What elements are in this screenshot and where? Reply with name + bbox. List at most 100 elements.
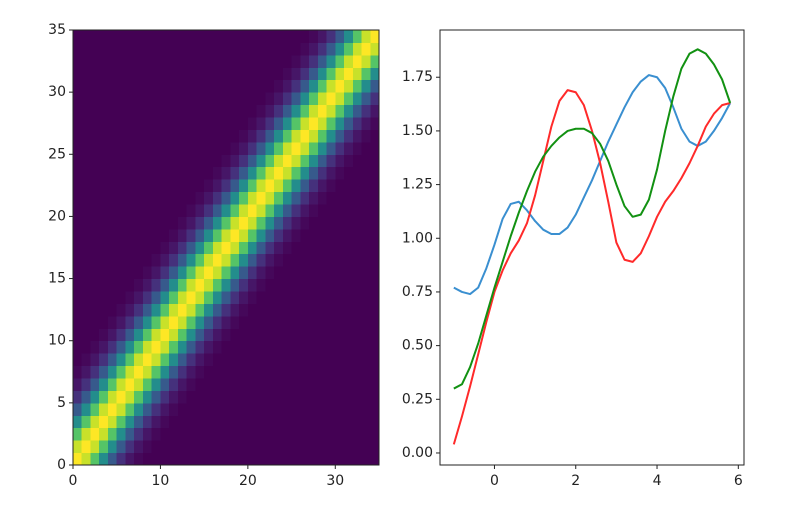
heatmap-cell <box>151 154 161 168</box>
heatmap-cell <box>134 92 144 106</box>
heatmap-cell <box>230 415 240 429</box>
heatmap-cell <box>186 241 196 255</box>
heatmap-cell <box>370 67 380 81</box>
heatmap-cell <box>344 253 354 267</box>
heatmap-cell <box>344 353 354 367</box>
heatmap-cell <box>326 353 336 367</box>
heatmap-cell <box>221 241 231 255</box>
heatmap-cell <box>107 328 118 342</box>
heatmap-cell <box>265 92 275 106</box>
heatmap-cell <box>134 54 144 68</box>
heatmap-cell <box>352 141 363 155</box>
heatmap-cell <box>81 117 91 130</box>
heatmap-cell <box>107 141 118 155</box>
heatmap-cell <box>116 67 126 81</box>
heatmap-cell <box>326 42 336 56</box>
heatmap-cell <box>134 315 144 329</box>
x-tick-label: 4 <box>653 473 662 489</box>
heatmap-cell <box>116 191 126 205</box>
heatmap-cell <box>239 216 249 230</box>
heatmap-cell <box>160 42 170 56</box>
heatmap-cell <box>169 54 179 68</box>
heatmap-cell <box>370 266 380 280</box>
heatmap-cell <box>195 67 205 81</box>
heatmap-cell <box>90 129 100 143</box>
heatmap-cell <box>370 179 380 193</box>
heatmap-cell <box>177 179 188 193</box>
heatmap-cell <box>256 303 266 317</box>
heatmap-cell <box>352 30 363 43</box>
heatmap-cell <box>300 228 310 242</box>
heatmap-cell <box>186 353 196 367</box>
heatmap-cell <box>282 204 293 217</box>
heatmap-cell <box>81 365 91 379</box>
heatmap-cell <box>291 315 301 329</box>
heatmap-cell <box>90 154 100 168</box>
heatmap-cell <box>169 415 179 429</box>
heatmap-cell <box>256 241 266 255</box>
heatmap-cell <box>160 328 170 342</box>
line-series <box>452 89 731 445</box>
heatmap-cell <box>309 166 319 180</box>
heatmap-cell <box>361 154 371 168</box>
y-tick-label: 20 <box>48 208 66 224</box>
heatmap-cell <box>247 315 258 329</box>
heatmap-cell <box>90 30 100 43</box>
heatmap-cell <box>169 278 179 292</box>
heatmap-cell <box>221 266 231 280</box>
heatmap-cell <box>291 452 301 466</box>
heatmap-cell <box>125 42 135 56</box>
heatmap-cell <box>186 365 196 379</box>
heatmap-cell <box>221 328 231 342</box>
heatmap-cell <box>361 179 371 193</box>
heatmap-cell <box>256 291 266 304</box>
heatmap-cell <box>73 415 83 429</box>
heatmap-cell <box>116 328 126 342</box>
heatmap-cell <box>230 228 240 242</box>
heatmap-cell <box>221 378 231 391</box>
heatmap-cell <box>291 440 301 454</box>
heatmap-cell <box>142 253 153 267</box>
heatmap-cell <box>309 54 319 68</box>
heatmap-cell <box>361 452 371 466</box>
heatmap-cell <box>344 241 354 255</box>
heatmap-cell <box>317 141 328 155</box>
heatmap-cell <box>361 390 371 404</box>
heatmap-cell <box>204 378 214 391</box>
heatmap-cell <box>282 241 293 255</box>
heatmap-cell <box>326 154 336 168</box>
heatmap-cell <box>335 241 345 255</box>
heatmap-cell <box>81 315 91 329</box>
heatmap-cell <box>344 117 354 130</box>
heatmap-cell <box>239 452 249 466</box>
heatmap-cell <box>186 216 196 230</box>
heatmap-cell <box>352 241 363 255</box>
heatmap-cell <box>177 54 188 68</box>
heatmap-cell <box>107 303 118 317</box>
heatmap-cell <box>134 204 144 217</box>
heatmap-cell <box>151 452 161 466</box>
heatmap-cell <box>282 191 293 205</box>
heatmap-cell <box>116 241 126 255</box>
heatmap-cell <box>160 141 170 155</box>
heatmap-cell <box>151 315 161 329</box>
heatmap-cell <box>177 154 188 168</box>
heatmap-cell <box>352 104 363 118</box>
heatmap-cell <box>239 30 249 43</box>
heatmap-cell <box>352 303 363 317</box>
heatmap-cell <box>344 291 354 304</box>
heatmap-cell <box>247 166 258 180</box>
heatmap-cell <box>274 291 284 304</box>
heatmap-cell <box>73 79 83 93</box>
heatmap-cell <box>247 216 258 230</box>
heatmap-cell <box>90 415 100 429</box>
heatmap-cell <box>177 166 188 180</box>
heatmap-cell <box>291 79 301 93</box>
heatmap-cell <box>221 166 231 180</box>
heatmap-cell <box>212 79 223 93</box>
heatmap-cell <box>239 402 249 416</box>
heatmap-cell <box>142 67 153 81</box>
heatmap-cell <box>160 67 170 81</box>
heatmap-cell <box>90 278 100 292</box>
heatmap-cell <box>300 266 310 280</box>
